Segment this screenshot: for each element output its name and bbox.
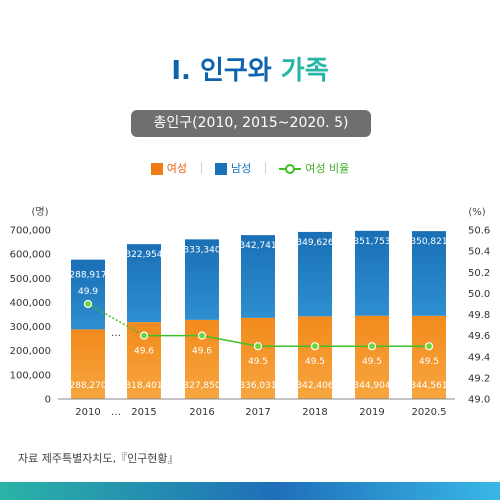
bar-gap-marker: … [111,328,121,339]
x-axis-tick: 2010 [75,407,100,418]
male-value-label: 349,626 [296,238,333,248]
legend-item-ratio: 여성 비율 [279,160,349,176]
bar-male [127,244,161,323]
ratio-value-label: 49.9 [78,287,98,297]
legend-line-icon [279,164,302,174]
legend-item-female: 여성 [150,160,187,176]
left-axis-unit: (명) [31,206,48,218]
right-axis-tick: 49.2 [468,373,490,384]
right-axis-tick: 49.0 [468,395,490,406]
heading-text-1: 인구와 [199,56,272,86]
bar-female [241,317,275,399]
bar-male [412,231,446,316]
x-axis-gap-marker: … [111,407,121,418]
bottom-decorative-band [0,482,500,500]
ratio-point [253,342,263,351]
legend-divider [200,162,202,174]
bar-male [185,239,219,320]
ratio-line [144,334,429,347]
male-value-label: 288,917 [69,271,106,281]
right-axis-tick: 49.4 [468,352,490,363]
source-note: 자료 제주특별자치도,『인구현황』 [18,452,179,465]
legend-item-male: 남성 [215,160,251,176]
ratio-line-gap-segment [87,303,145,337]
right-axis-tick: 49.8 [468,310,490,321]
legend-swatch-male [215,163,227,175]
male-value-label: 322,954 [125,250,162,260]
legend-divider [264,162,266,174]
female-value-label: 342,406 [296,381,333,391]
male-value-label: 333,340 [183,245,220,255]
left-axis-tick: 300,000 [10,322,51,333]
bar-male [355,230,389,316]
male-value-label: 351,753 [353,237,390,247]
ratio-value-label: 49.6 [134,347,154,357]
female-value-label: 336,031 [239,381,276,391]
bar-female [412,315,446,399]
bar-female [298,316,332,399]
legend-swatch-female [150,163,163,175]
right-axis-tick: 50.2 [468,268,490,279]
ratio-point [197,331,207,340]
ratio-value-label: 49.5 [362,357,382,367]
ratio-point [367,342,377,351]
ratio-point [83,299,93,309]
female-value-label: 318,401 [125,381,162,391]
bar-female [71,329,105,399]
left-axis-tick: 200,000 [10,346,51,357]
right-axis-tick: 50.4 [468,247,490,258]
male-value-label: 350,821 [410,237,447,247]
right-axis-tick: 50.0 [468,289,490,300]
ratio-value-label: 49.6 [192,347,212,357]
x-axis-tick: 2015 [131,407,156,418]
chart-legend: 여성 남성 여성 비율 [0,160,500,176]
ratio-point [424,342,434,351]
x-axis-tick: 2016 [189,407,214,418]
right-axis-tick: 49.6 [468,331,490,342]
female-value-label: 344,904 [353,381,390,391]
female-value-label: 344,561 [410,381,447,391]
right-axis-tick: 50.6 [468,226,490,237]
legend-label-ratio: 여성 비율 [305,162,350,175]
left-axis-tick: 0 [45,395,51,406]
ratio-point [310,342,320,351]
left-axis-tick: 100,000 [10,370,51,381]
left-axis-tick: 500,000 [10,274,51,285]
x-axis-tick: 2019 [359,407,384,418]
heading-text-2: 가족 [280,56,329,86]
heading-roman: Ⅰ. [171,56,191,86]
left-axis-tick: 700,000 [10,226,51,237]
bar-male [241,235,275,318]
right-axis-unit: (%) [468,207,485,218]
ratio-value-label: 49.5 [248,357,268,367]
female-value-label: 288,270 [69,381,106,391]
chart-subtitle: 총인구(2010, 2015~2020. 5) [131,110,371,137]
x-axis-tick: 2017 [245,407,270,418]
ratio-value-label: 49.5 [419,357,439,367]
x-axis-tick: 2018 [302,407,327,418]
ratio-point [139,331,149,340]
bar-female [355,315,389,399]
female-value-label: 327,850 [183,381,220,391]
ratio-value-label: 49.5 [305,357,325,367]
legend-label-male: 남성 [231,162,252,175]
left-axis-tick: 600,000 [10,250,51,261]
bar-male [71,259,105,330]
male-value-label: 342,741 [239,241,276,251]
left-axis-tick: 400,000 [10,298,51,309]
x-axis-tick: 2020.5 [412,407,447,418]
bar-male [298,231,332,317]
legend-label-female: 여성 [166,162,187,175]
page-heading: Ⅰ. 인구와 가족 [0,50,500,87]
